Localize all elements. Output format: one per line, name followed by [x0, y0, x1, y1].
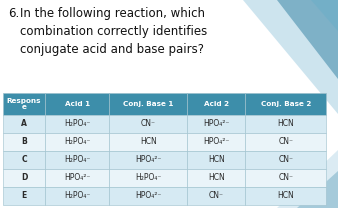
Bar [110, 115, 187, 133]
Text: HCN: HCN [140, 137, 157, 146]
Bar [245, 169, 327, 187]
Text: Conj. Base 1: Conj. Base 1 [123, 101, 173, 107]
Text: C: C [21, 156, 27, 165]
Bar [187, 187, 245, 205]
Text: Acid 1: Acid 1 [65, 101, 90, 107]
Text: HCN: HCN [208, 156, 224, 165]
Text: D: D [21, 173, 27, 182]
Text: HPO₄²⁻: HPO₄²⁻ [64, 173, 90, 182]
Bar [110, 133, 187, 151]
Bar [45, 115, 110, 133]
Text: Conj. Base 2: Conj. Base 2 [261, 101, 311, 107]
Text: H₂PO₄⁻: H₂PO₄⁻ [64, 137, 90, 146]
Bar [245, 151, 327, 169]
Bar [3, 169, 45, 187]
Text: E: E [21, 192, 27, 201]
Bar [45, 133, 110, 151]
Bar [187, 115, 245, 133]
Text: CN⁻: CN⁻ [278, 137, 293, 146]
Polygon shape [277, 0, 338, 79]
Text: H₂PO₄⁻: H₂PO₄⁻ [64, 156, 90, 165]
Bar [3, 133, 45, 151]
Bar [3, 115, 45, 133]
Bar [110, 169, 187, 187]
Bar [245, 115, 327, 133]
Text: H₂PO₄⁻: H₂PO₄⁻ [64, 120, 90, 129]
Bar [245, 133, 327, 151]
Bar [110, 93, 187, 115]
Text: A: A [21, 120, 27, 129]
Bar [45, 169, 110, 187]
Text: 6.: 6. [8, 7, 19, 20]
Text: CN⁻: CN⁻ [209, 192, 224, 201]
Bar [45, 151, 110, 169]
Text: CN⁻: CN⁻ [141, 120, 156, 129]
Bar [45, 187, 110, 205]
Bar [187, 151, 245, 169]
Text: H₂PO₄⁻: H₂PO₄⁻ [64, 192, 90, 201]
Text: HPO₄²⁻: HPO₄²⁻ [135, 192, 162, 201]
Text: B: B [21, 137, 27, 146]
Text: In the following reaction, which
combination correctly identifies
conjugate acid: In the following reaction, which combina… [20, 7, 207, 56]
Text: HPO₄²⁻: HPO₄²⁻ [135, 156, 162, 165]
Text: CN⁻: CN⁻ [278, 156, 293, 165]
Bar [3, 151, 45, 169]
Text: Respons
e: Respons e [7, 98, 41, 110]
Text: HPO₄²⁻: HPO₄²⁻ [203, 120, 230, 129]
Text: HCN: HCN [208, 173, 224, 182]
Bar [3, 187, 45, 205]
Polygon shape [277, 150, 338, 208]
Bar [245, 187, 327, 205]
Text: Acid 2: Acid 2 [203, 101, 229, 107]
Polygon shape [243, 0, 338, 114]
Text: HPO₄²⁻: HPO₄²⁻ [203, 137, 230, 146]
Text: HCN: HCN [277, 192, 294, 201]
Bar [187, 133, 245, 151]
Bar [45, 93, 110, 115]
Bar [110, 187, 187, 205]
Bar [187, 93, 245, 115]
Text: HCN: HCN [277, 120, 294, 129]
Polygon shape [260, 0, 338, 31]
Bar [245, 93, 327, 115]
Bar [110, 151, 187, 169]
Text: H₂PO₄⁻: H₂PO₄⁻ [135, 173, 162, 182]
Polygon shape [297, 171, 338, 208]
Bar [3, 93, 45, 115]
Text: CN⁻: CN⁻ [278, 173, 293, 182]
Bar [187, 169, 245, 187]
